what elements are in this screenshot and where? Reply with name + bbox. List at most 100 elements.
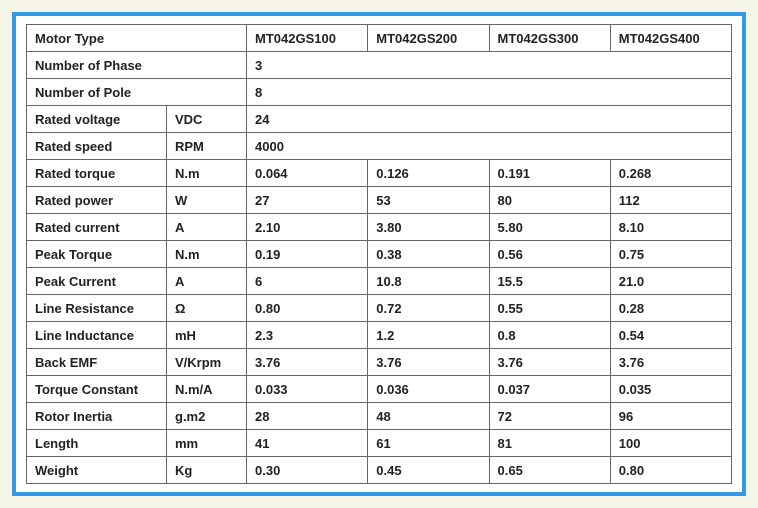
param-value: 41 (247, 430, 368, 457)
table-row: Number of Phase3 (27, 52, 732, 79)
table-row: Back EMFV/Krpm3.763.763.763.76 (27, 349, 732, 376)
param-value: 72 (489, 403, 610, 430)
header-model: MT042GS200 (368, 25, 489, 52)
param-value: 81 (489, 430, 610, 457)
param-value: 0.30 (247, 457, 368, 484)
table-row: Peak TorqueN.m0.190.380.560.75 (27, 241, 732, 268)
param-value: 0.65 (489, 457, 610, 484)
param-label: Length (27, 430, 167, 457)
param-value: 80 (489, 187, 610, 214)
param-value: 8.10 (610, 214, 731, 241)
param-value: 0.54 (610, 322, 731, 349)
param-unit: RPM (167, 133, 247, 160)
param-unit: V/Krpm (167, 349, 247, 376)
spec-table-frame: Motor TypeMT042GS100MT042GS200MT042GS300… (12, 12, 746, 496)
table-row: Rated voltageVDC24 (27, 106, 732, 133)
param-label: Weight (27, 457, 167, 484)
param-value: 2.3 (247, 322, 368, 349)
table-row: Rated currentA2.103.805.808.10 (27, 214, 732, 241)
param-unit: mm (167, 430, 247, 457)
param-value: 0.033 (247, 376, 368, 403)
param-label: Rated torque (27, 160, 167, 187)
param-label: Rotor Inertia (27, 403, 167, 430)
table-row: Rotor Inertiag.m228487296 (27, 403, 732, 430)
param-label: Line Inductance (27, 322, 167, 349)
param-value: 0.80 (610, 457, 731, 484)
param-label: Number of Phase (27, 52, 247, 79)
param-unit: A (167, 214, 247, 241)
param-label: Peak Torque (27, 241, 167, 268)
param-value: 21.0 (610, 268, 731, 295)
param-unit: Kg (167, 457, 247, 484)
param-value: 61 (368, 430, 489, 457)
param-label: Line Resistance (27, 295, 167, 322)
param-value: 3.76 (489, 349, 610, 376)
param-value: 0.064 (247, 160, 368, 187)
param-value: 1.2 (368, 322, 489, 349)
param-value: 6 (247, 268, 368, 295)
table-row: Number of Pole8 (27, 79, 732, 106)
param-value: 0.037 (489, 376, 610, 403)
header-model: MT042GS300 (489, 25, 610, 52)
param-unit: N.m/A (167, 376, 247, 403)
param-label: Rated speed (27, 133, 167, 160)
param-value: 2.10 (247, 214, 368, 241)
param-value: 0.45 (368, 457, 489, 484)
table-row: Torque ConstantN.m/A0.0330.0360.0370.035 (27, 376, 732, 403)
param-value: 0.56 (489, 241, 610, 268)
table-row: Peak CurrentA610.815.521.0 (27, 268, 732, 295)
param-label: Rated power (27, 187, 167, 214)
param-label: Rated voltage (27, 106, 167, 133)
param-value: 8 (247, 79, 732, 106)
param-value: 0.38 (368, 241, 489, 268)
param-unit: W (167, 187, 247, 214)
header-model: MT042GS100 (247, 25, 368, 52)
table-row: Rated speedRPM4000 (27, 133, 732, 160)
table-row: Line ResistanceΩ0.800.720.550.28 (27, 295, 732, 322)
param-value: 24 (247, 106, 732, 133)
param-value: 0.75 (610, 241, 731, 268)
table-row: Rated powerW275380112 (27, 187, 732, 214)
param-value: 0.191 (489, 160, 610, 187)
header-model: MT042GS400 (610, 25, 731, 52)
param-unit: mH (167, 322, 247, 349)
param-unit: N.m (167, 241, 247, 268)
param-label: Number of Pole (27, 79, 247, 106)
param-value: 0.80 (247, 295, 368, 322)
param-value: 3.80 (368, 214, 489, 241)
param-value: 112 (610, 187, 731, 214)
table-row: Rated torqueN.m0.0640.1260.1910.268 (27, 160, 732, 187)
spec-table: Motor TypeMT042GS100MT042GS200MT042GS300… (26, 24, 732, 484)
header-row: Motor TypeMT042GS100MT042GS200MT042GS300… (27, 25, 732, 52)
param-unit: Ω (167, 295, 247, 322)
param-label: Peak Current (27, 268, 167, 295)
param-value: 0.036 (368, 376, 489, 403)
param-unit: VDC (167, 106, 247, 133)
param-value: 5.80 (489, 214, 610, 241)
param-value: 3.76 (247, 349, 368, 376)
param-label: Rated current (27, 214, 167, 241)
param-value: 28 (247, 403, 368, 430)
param-value: 0.126 (368, 160, 489, 187)
param-value: 3.76 (368, 349, 489, 376)
param-value: 10.8 (368, 268, 489, 295)
table-row: Lengthmm416181100 (27, 430, 732, 457)
param-value: 0.268 (610, 160, 731, 187)
param-unit: N.m (167, 160, 247, 187)
param-value: 3.76 (610, 349, 731, 376)
param-value: 15.5 (489, 268, 610, 295)
param-value: 27 (247, 187, 368, 214)
param-value: 4000 (247, 133, 732, 160)
param-value: 0.28 (610, 295, 731, 322)
header-motor-type: Motor Type (27, 25, 247, 52)
param-value: 0.19 (247, 241, 368, 268)
param-value: 0.035 (610, 376, 731, 403)
param-value: 100 (610, 430, 731, 457)
param-value: 0.55 (489, 295, 610, 322)
param-value: 53 (368, 187, 489, 214)
table-row: Line InductancemH2.31.20.80.54 (27, 322, 732, 349)
param-unit: A (167, 268, 247, 295)
param-value: 48 (368, 403, 489, 430)
param-label: Torque Constant (27, 376, 167, 403)
table-row: WeightKg0.300.450.650.80 (27, 457, 732, 484)
